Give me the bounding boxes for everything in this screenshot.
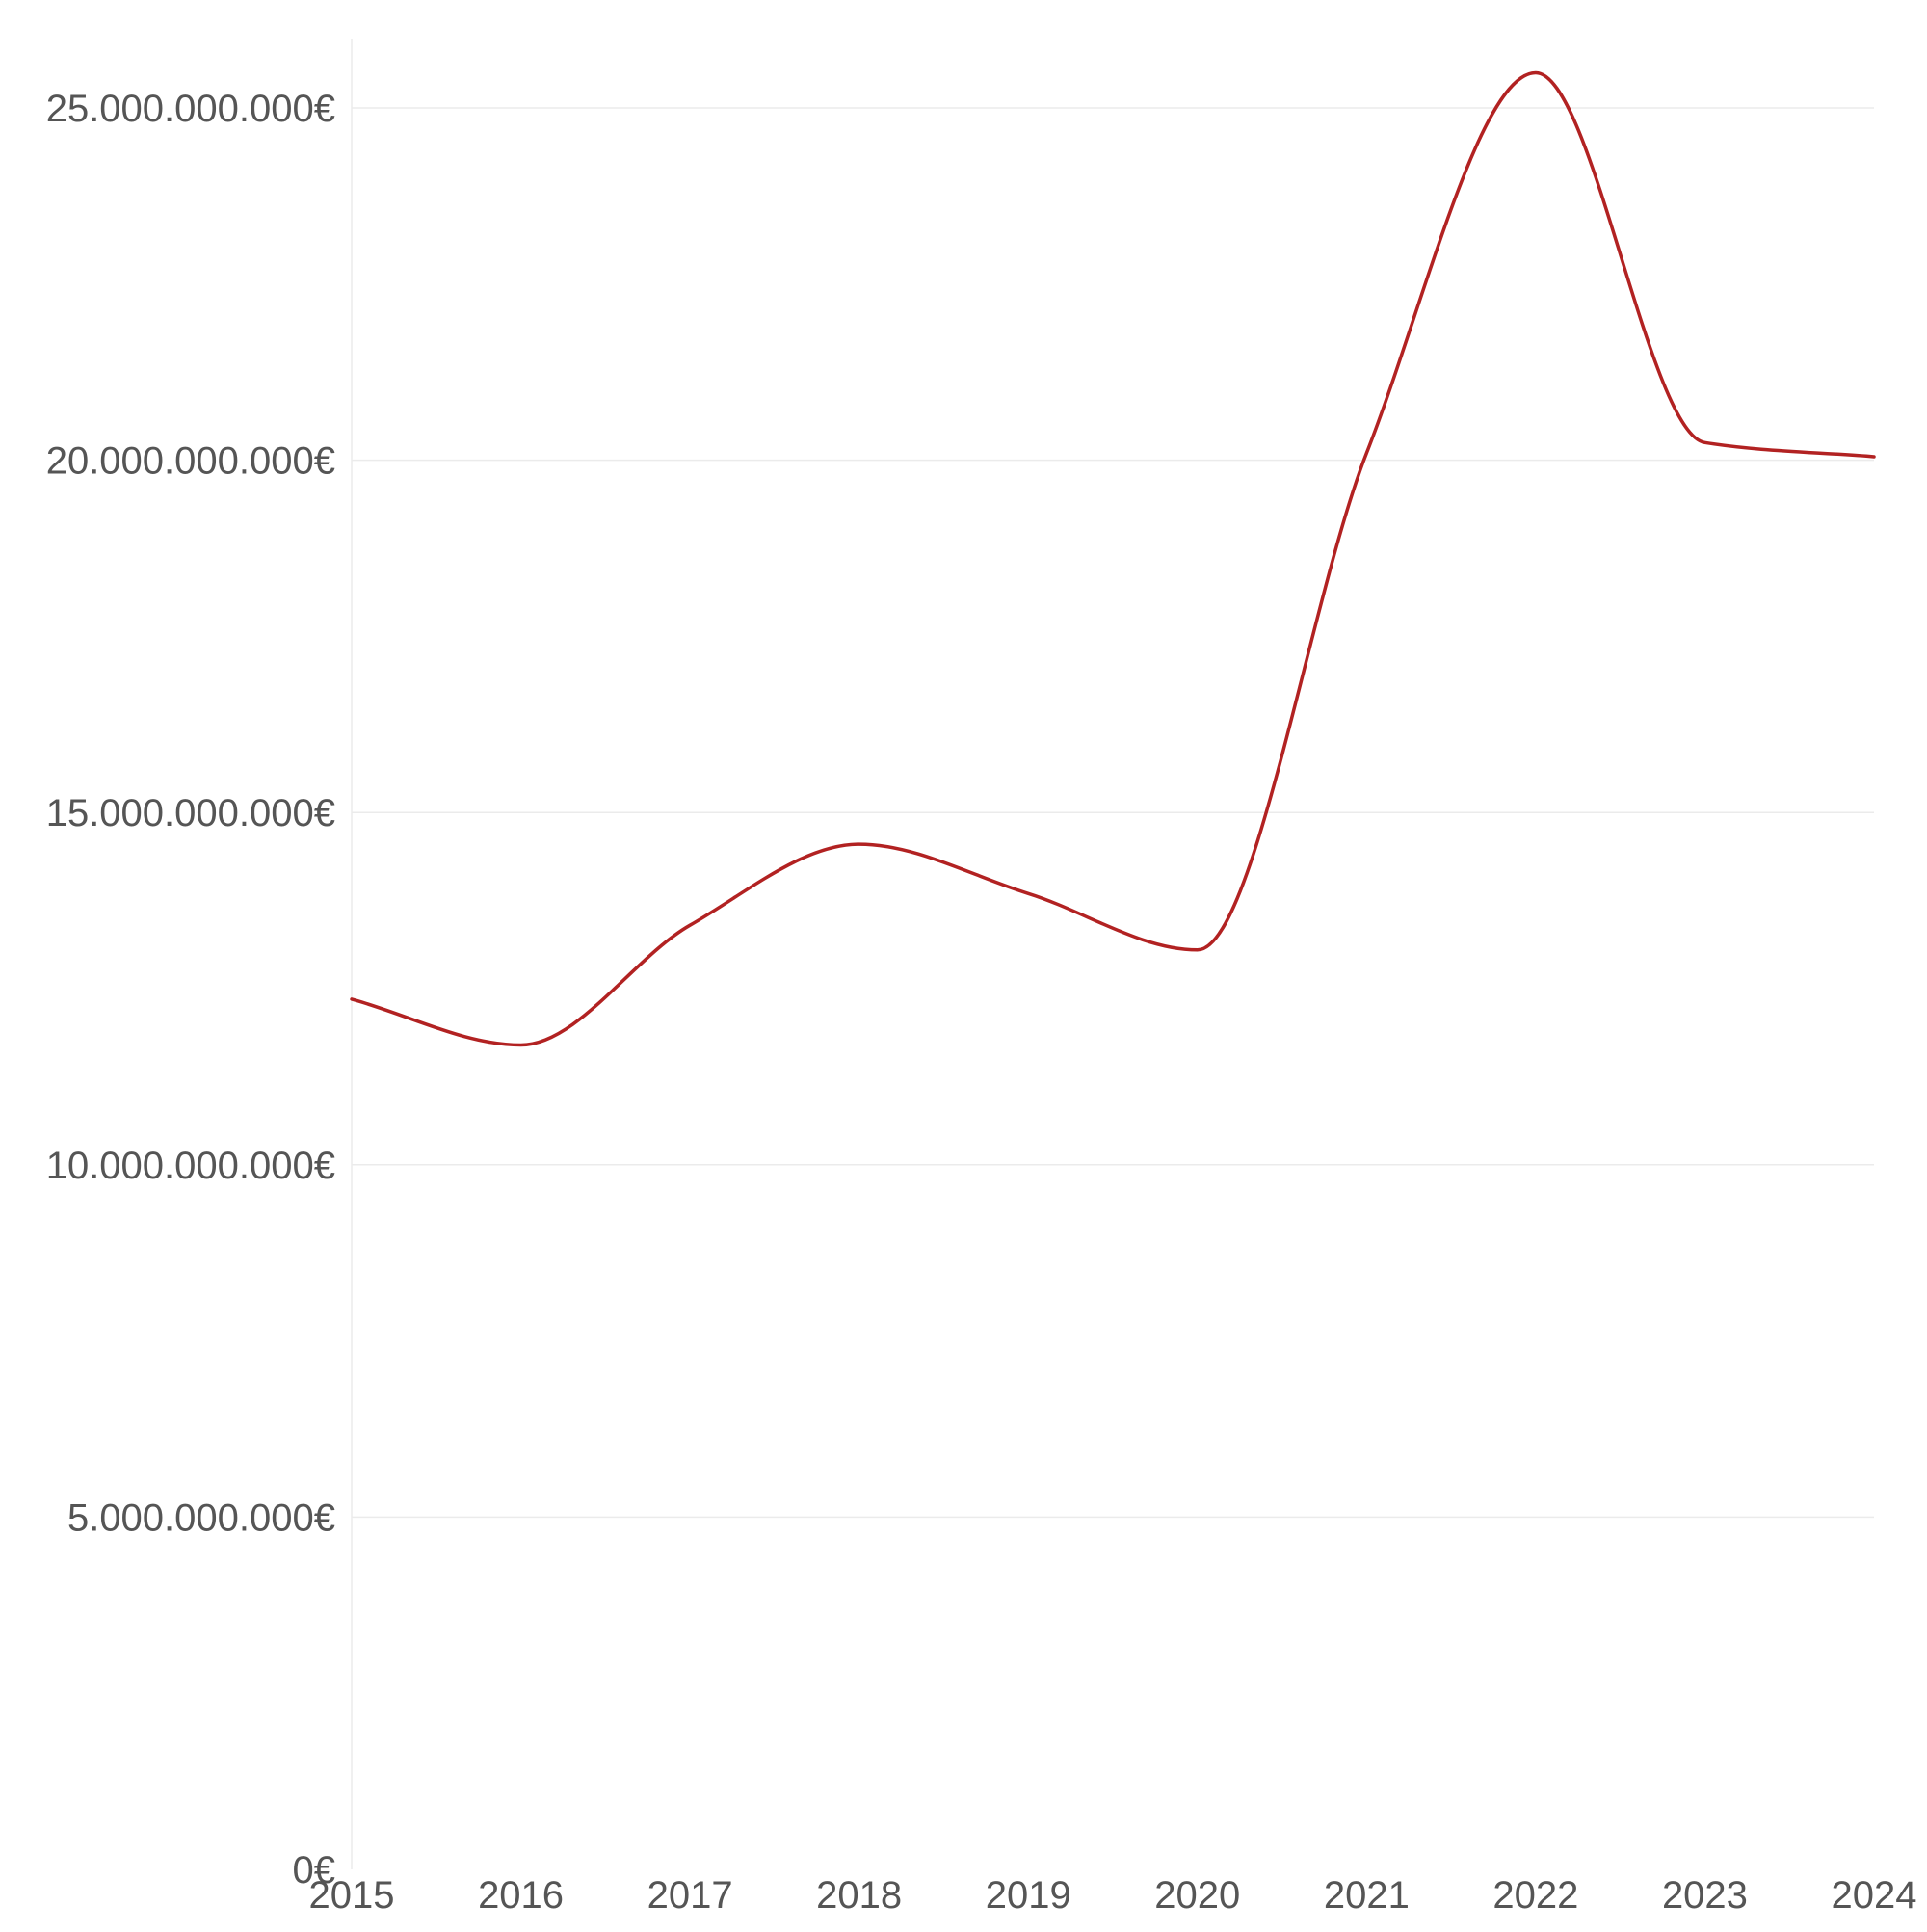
x-tick-label: 2022	[1492, 1874, 1578, 1917]
x-tick-label: 2024	[1832, 1874, 1917, 1917]
x-tick-label: 2018	[816, 1874, 902, 1917]
x-tick-label: 2019	[986, 1874, 1071, 1917]
y-tick-label: 20.000.000.000€	[46, 440, 335, 483]
y-tick-label: 25.000.000.000€	[46, 88, 335, 130]
x-tick-label: 2016	[478, 1874, 564, 1917]
x-tick-label: 2021	[1324, 1874, 1410, 1917]
series-line	[350, 70, 1876, 1047]
y-tick-label: 15.000.000.000€	[46, 792, 335, 834]
x-tick-label: 2015	[309, 1874, 395, 1917]
y-tick-label: 0€	[293, 1849, 336, 1892]
y-axis-labels: 0€ 5.000.000.000€ 10.000.000.000€ 15.000.00…	[46, 88, 335, 1892]
x-axis-labels: 2015 2016 2017 2018 2019 2020 2021 2022 2023 2024	[309, 1874, 1917, 1917]
x-tick-label: 2017	[647, 1874, 733, 1917]
y-tick-label: 10.000.000.000€	[46, 1145, 335, 1187]
y-tick-label: 5.000.000.000€	[67, 1496, 335, 1539]
x-tick-label: 2020	[1154, 1874, 1240, 1917]
series-layer	[350, 70, 1876, 1047]
x-tick-label: 2023	[1662, 1874, 1748, 1917]
grid-layer	[352, 107, 1874, 1519]
